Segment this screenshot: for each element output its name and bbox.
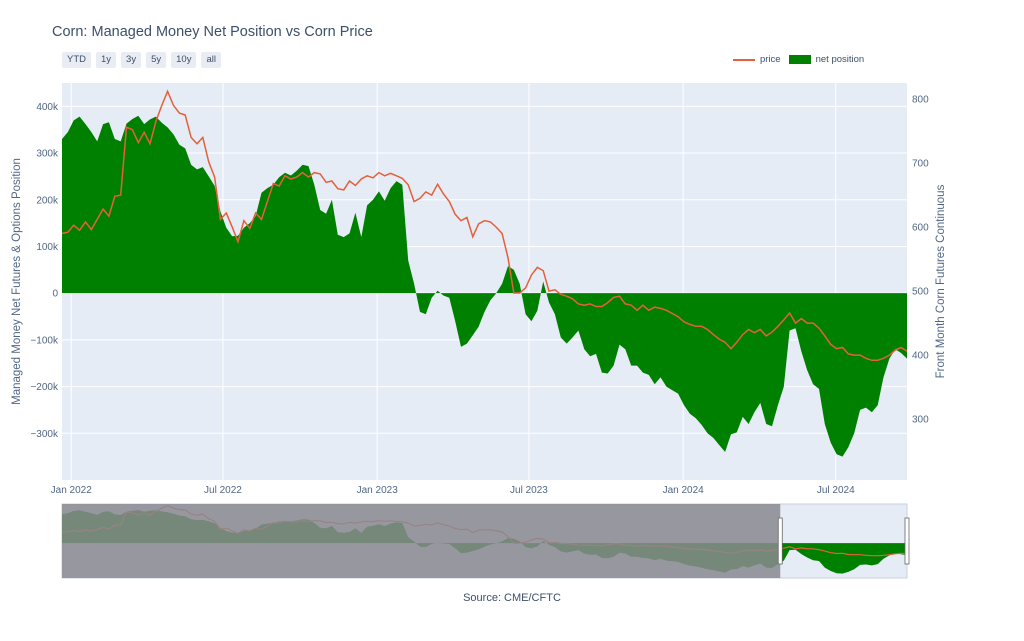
- y-tick-label: 0: [52, 289, 58, 300]
- chart-title: Corn: Managed Money Net Position vs Corn…: [52, 24, 373, 40]
- y2-tick-label: 500: [912, 287, 929, 298]
- y-tick-label: −100k: [30, 335, 59, 346]
- y-tick-label: −200k: [30, 382, 59, 393]
- y2-axis-title: Front Month Corn Futures Continuous: [935, 184, 947, 378]
- x-tick-label: Jan 2022: [51, 485, 93, 496]
- y-tick-label: 100k: [36, 242, 59, 253]
- y-tick-label: 300k: [36, 149, 59, 160]
- range-button-5y[interactable]: 5y: [146, 52, 167, 68]
- range-slider-price-line: [61, 504, 908, 557]
- source-note: Source: CME/CFTC: [463, 592, 561, 604]
- range-button-all[interactable]: all: [201, 52, 221, 68]
- y2-tick-label: 600: [912, 223, 929, 234]
- y-tick-label: 400k: [36, 102, 59, 113]
- x-tick-label: Jul 2022: [204, 485, 242, 496]
- legend-label-price: price: [760, 54, 781, 65]
- y-tick-label: −300k: [30, 429, 59, 440]
- y-tick-label: 200k: [36, 195, 59, 206]
- y2-tick-label: 400: [912, 351, 929, 362]
- legend-swatch-price: [733, 58, 755, 61]
- range-button-1y[interactable]: 1y: [96, 52, 117, 68]
- legend-item-price[interactable]: price: [733, 54, 781, 65]
- range-slider-net-area: [62, 510, 907, 574]
- x-tick-label: Jul 2023: [510, 485, 548, 496]
- range-button-ytd[interactable]: YTD: [62, 52, 91, 68]
- range-slider-handle-right: [904, 517, 910, 565]
- range-slider-mask: [62, 504, 781, 578]
- legend-label-net-position: net position: [815, 54, 865, 65]
- series-net-position-area: [62, 115, 907, 457]
- range-button-3y[interactable]: 3y: [121, 52, 142, 68]
- range-slider-background: [61, 503, 908, 579]
- legend: price net position: [733, 54, 872, 65]
- range-slider-handle-left: [777, 517, 783, 565]
- series-price-line: [61, 89, 908, 362]
- y2-tick-label: 300: [912, 415, 929, 426]
- range-button-10y[interactable]: 10y: [171, 52, 197, 68]
- y-axis-title: Managed Money Net Futures & Options Posi…: [11, 158, 23, 405]
- range-selector: YTD 1y 3y 5y 10y all: [62, 52, 221, 68]
- x-tick-label: Jan 2023: [357, 485, 399, 496]
- x-tick-label: Jul 2024: [817, 485, 855, 496]
- y2-tick-label: 700: [912, 159, 929, 170]
- plot-background: [62, 83, 907, 480]
- x-tick-label: Jan 2024: [663, 485, 705, 496]
- legend-item-net-position[interactable]: net position: [788, 54, 865, 65]
- y2-tick-label: 800: [912, 95, 929, 106]
- legend-swatch-net-position: [788, 55, 811, 64]
